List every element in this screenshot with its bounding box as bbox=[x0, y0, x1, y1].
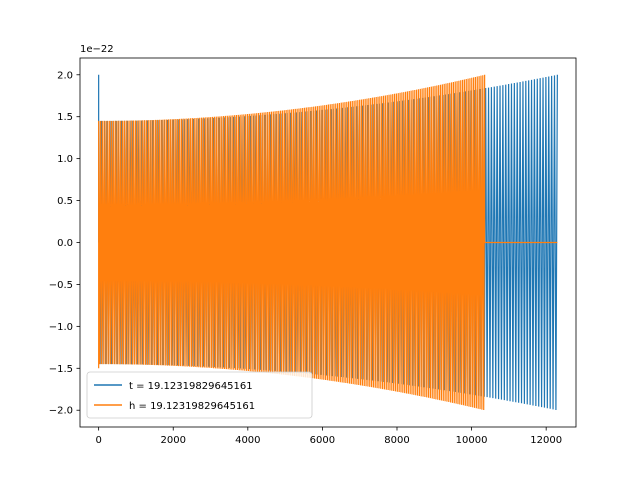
y-tick-label: 0.0 bbox=[57, 238, 73, 249]
x-tick-label: 12000 bbox=[530, 435, 562, 446]
x-tick-label: 6000 bbox=[310, 435, 335, 446]
y-tick-label: 2.0 bbox=[57, 70, 73, 81]
y-tick-label: 1.5 bbox=[57, 112, 73, 123]
legend: t = 19.12319829645161 h = 19.123198296451… bbox=[86, 371, 313, 419]
y-tick-label: −1.0 bbox=[49, 322, 73, 333]
y-tick-label: −2.0 bbox=[49, 406, 73, 417]
x-tick-label: 10000 bbox=[456, 435, 488, 446]
legend-label-0: t = 19.12319829645161 bbox=[129, 381, 253, 392]
x-tick-label: 2000 bbox=[161, 435, 186, 446]
y-tick-label: 1.0 bbox=[57, 154, 73, 165]
y-tick-label: −0.5 bbox=[49, 280, 73, 291]
x-tick-label: 0 bbox=[95, 435, 101, 446]
legend-label-1: h = 19.12319829645161 bbox=[129, 401, 255, 412]
y-tick-label: −1.5 bbox=[49, 364, 73, 375]
x-tick-label: 8000 bbox=[384, 435, 409, 446]
axes: 0 2000 4000 6000 8000 10000 12000 −2.0 −1.5 −1.0 −… bbox=[49, 57, 577, 446]
series-line-1 bbox=[98, 74, 558, 411]
y-tick-label: 0.5 bbox=[57, 196, 73, 207]
x-tick-label: 4000 bbox=[235, 435, 260, 446]
legend-box bbox=[86, 371, 313, 419]
plot-area bbox=[98, 74, 558, 411]
y-axis-offset-label: 1e−22 bbox=[80, 44, 114, 55]
